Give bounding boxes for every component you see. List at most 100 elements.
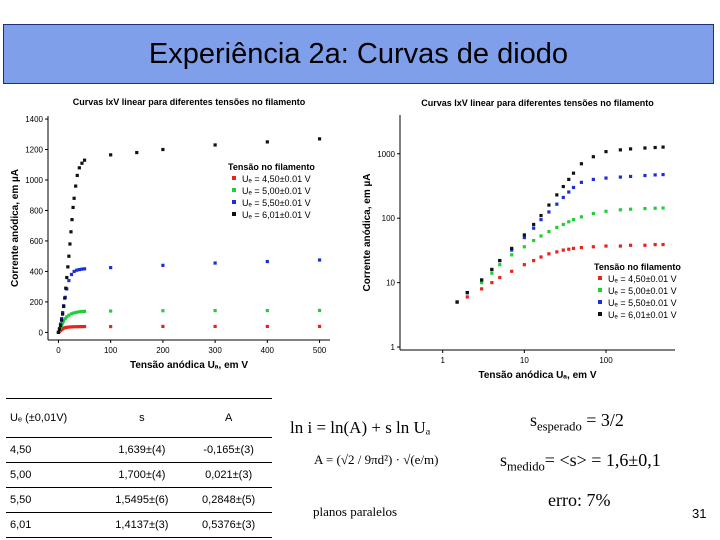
data-point bbox=[532, 238, 536, 243]
data-point bbox=[77, 310, 81, 314]
table-cell: 5,00 bbox=[6, 462, 99, 488]
data-point bbox=[547, 203, 551, 207]
data-point bbox=[80, 324, 84, 329]
table-cell: 0,2848±(5) bbox=[185, 487, 272, 513]
data-point bbox=[213, 324, 217, 329]
linear-iv-chart: Curvas IxV linear para diferentes tensõe… bbox=[10, 97, 330, 371]
data-point bbox=[161, 324, 165, 329]
y-tick-label: 800 bbox=[30, 206, 44, 215]
data-point bbox=[75, 268, 79, 272]
data-point bbox=[67, 325, 71, 329]
data-point bbox=[63, 296, 67, 300]
data-point bbox=[661, 145, 665, 149]
data-point bbox=[579, 245, 584, 250]
data-point bbox=[555, 250, 559, 254]
data-point bbox=[69, 325, 74, 329]
table-header-cell: A bbox=[185, 398, 272, 438]
data-point bbox=[109, 153, 113, 157]
data-point bbox=[62, 304, 66, 309]
data-point bbox=[498, 263, 502, 267]
data-point bbox=[161, 147, 165, 152]
data-point bbox=[532, 258, 536, 263]
legend-entry: Uₑ = 4,50±0.01 V bbox=[608, 274, 677, 284]
data-point bbox=[465, 291, 469, 295]
data-point bbox=[317, 137, 322, 141]
table-row: 5,00 1,700±(4) 0,021±(3) bbox=[6, 462, 272, 488]
data-point bbox=[57, 327, 62, 331]
data-point bbox=[604, 244, 608, 248]
data-point bbox=[265, 140, 269, 144]
data-point bbox=[75, 310, 79, 314]
data-point bbox=[555, 202, 559, 206]
data-point bbox=[510, 246, 514, 250]
data-point bbox=[567, 190, 571, 194]
legend-swatch bbox=[232, 200, 236, 204]
y-axis-label: Corrente anódica, em µA bbox=[10, 169, 21, 287]
geometry-note: planos paralelos bbox=[313, 504, 398, 519]
data-point bbox=[82, 324, 87, 329]
data-point bbox=[571, 185, 576, 190]
data-point bbox=[72, 311, 76, 315]
s-measured-symbol: s bbox=[500, 450, 508, 470]
data-point bbox=[480, 287, 484, 291]
s-expected-subscript: esperado bbox=[537, 419, 582, 434]
data-point bbox=[628, 174, 633, 179]
x-tick-label: 10 bbox=[520, 356, 529, 365]
data-point bbox=[161, 309, 165, 313]
data-point bbox=[72, 196, 76, 200]
slide-title: Experiência 2a: Curvas de diodo bbox=[3, 24, 714, 84]
data-point bbox=[522, 236, 526, 240]
data-point bbox=[522, 263, 526, 267]
data-point bbox=[567, 247, 571, 251]
data-point bbox=[480, 281, 484, 285]
x-tick-label: 0 bbox=[56, 346, 61, 355]
data-point bbox=[604, 209, 608, 213]
table-header-row: Uₑ (±0,01V) s A bbox=[6, 398, 272, 438]
x-tick-label: 200 bbox=[156, 346, 170, 355]
data-point bbox=[661, 173, 665, 177]
data-point bbox=[82, 158, 87, 162]
data-point bbox=[571, 218, 576, 222]
y-tick-label: 1200 bbox=[25, 146, 43, 155]
data-point bbox=[77, 324, 81, 329]
legend-entry: Uₑ = 5,50±0.01 V bbox=[608, 298, 677, 308]
data-point bbox=[643, 206, 647, 211]
data-point bbox=[109, 324, 113, 329]
data-point bbox=[579, 162, 584, 166]
data-point bbox=[561, 248, 565, 252]
chart-title: Curvas IxV linear para diferentes tensõe… bbox=[421, 98, 654, 108]
legend-entry: Uₑ = 5,00±0.01 V bbox=[608, 286, 677, 296]
table-row: 6,01 1,4137±(3) 0,5376±(3) bbox=[6, 512, 272, 538]
data-point bbox=[561, 195, 565, 200]
data-point bbox=[539, 255, 543, 259]
data-point bbox=[591, 245, 595, 249]
data-point bbox=[68, 242, 72, 246]
data-point bbox=[213, 308, 217, 313]
data-point bbox=[555, 225, 559, 229]
data-point bbox=[67, 278, 71, 283]
data-point bbox=[64, 286, 68, 290]
data-point bbox=[82, 267, 87, 271]
y-tick-label: 600 bbox=[30, 237, 44, 246]
table-cell: 1,5495±(6) bbox=[98, 487, 186, 513]
data-point bbox=[498, 258, 502, 263]
y-tick-label: 200 bbox=[30, 298, 44, 307]
data-point bbox=[56, 330, 61, 334]
data-point bbox=[561, 222, 565, 227]
data-point bbox=[72, 269, 76, 274]
chart-title: Curvas IxV linear para diferentes tensõe… bbox=[73, 97, 306, 107]
data-point bbox=[604, 150, 608, 154]
y-tick-label: 400 bbox=[30, 267, 44, 276]
x-tick-label: 100 bbox=[104, 346, 118, 355]
data-point bbox=[77, 268, 81, 272]
data-point bbox=[653, 242, 657, 247]
data-point bbox=[628, 207, 633, 211]
legend-swatch bbox=[598, 276, 602, 280]
legend-swatch bbox=[598, 312, 602, 316]
data-point bbox=[265, 324, 269, 329]
data-point bbox=[532, 226, 536, 230]
s-measured-subscript: medido bbox=[507, 459, 545, 474]
legend-title: Tensão no filamento bbox=[594, 262, 681, 272]
page-number: 31 bbox=[692, 506, 707, 521]
x-axis-label: Tensão anódica Uₐ, em V bbox=[130, 360, 248, 371]
